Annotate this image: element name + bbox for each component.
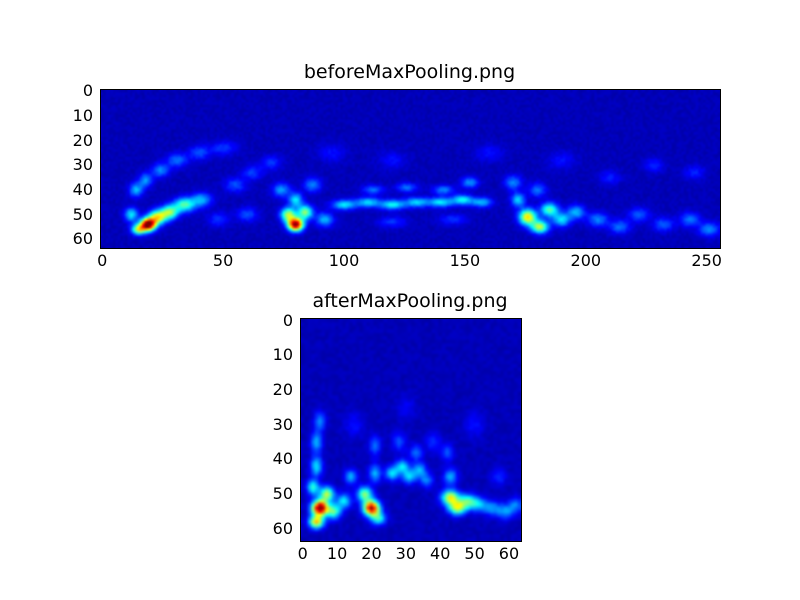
y-tick-label: 50 — [72, 204, 93, 224]
plot-area — [100, 89, 721, 249]
y-tick-label: 0 — [82, 81, 93, 101]
x-tick-label: 60 — [498, 544, 520, 563]
y-tick-label: 40 — [72, 179, 93, 199]
x-tick-label: 250 — [691, 251, 722, 270]
x-tick-label: 50 — [212, 251, 234, 270]
y-tick-label: 20 — [72, 130, 93, 150]
y-tick-label: 60 — [72, 229, 93, 249]
y-tick-label: 0 — [282, 310, 293, 330]
x-tick-label: 100 — [328, 251, 360, 270]
plot-title: beforeMaxPooling.png — [303, 61, 516, 83]
plot-area — [300, 318, 522, 542]
x-tick-label: 30 — [395, 544, 417, 563]
y-tick-label: 10 — [272, 345, 293, 365]
x-tick-label: 150 — [449, 251, 481, 270]
plot-title: afterMaxPooling.png — [312, 290, 508, 312]
y-tick-label: 30 — [272, 414, 293, 434]
x-tick-label: 0 — [97, 251, 108, 270]
x-tick-label: 10 — [326, 544, 348, 563]
y-tick-label: 40 — [272, 449, 293, 469]
heatmap-canvas — [101, 90, 720, 248]
x-tick-label: 200 — [570, 251, 602, 270]
x-tick-label: 40 — [430, 544, 451, 563]
y-tick-label: 50 — [272, 484, 293, 504]
x-tick-label: 20 — [361, 544, 382, 563]
x-tick-label: 50 — [464, 544, 485, 563]
y-tick-label: 30 — [72, 155, 93, 175]
y-tick-label: 20 — [272, 380, 293, 400]
y-tick-label: 10 — [72, 105, 93, 125]
y-tick-label: 60 — [272, 518, 293, 538]
x-tick-label: 0 — [297, 544, 308, 563]
heatmap-canvas — [301, 319, 521, 541]
